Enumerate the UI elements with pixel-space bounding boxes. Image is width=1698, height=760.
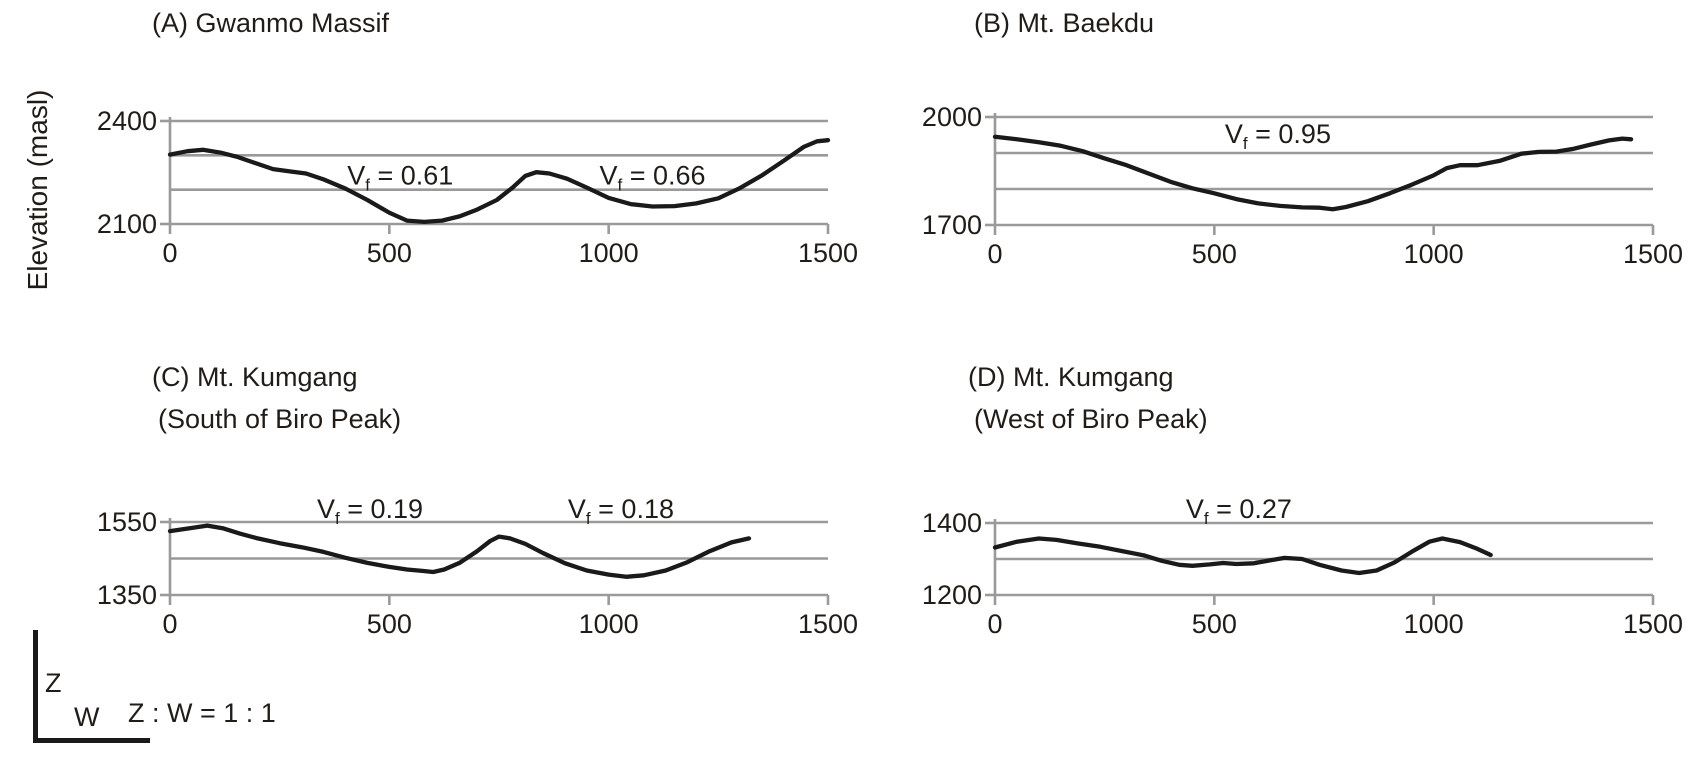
elevation-axis-label: Elevation (masl) [22,89,53,291]
chart-c-y-tick-label-1550: 1550 [97,507,157,537]
chart-d-x-tick-label-1500: 1500 [1623,609,1683,639]
chart-a-title: (A) Gwanmo Massif [152,8,390,38]
chart-b-y-tick-label-2000: 2000 [922,102,982,132]
chart-b-y-tick-label-1700: 1700 [922,210,982,240]
chart-c-x-tick-label-500: 500 [367,609,412,639]
chart-c-x-tick-label-1500: 1500 [798,609,858,639]
chart-a-y-tick-label-2100: 2100 [97,209,157,239]
chart-c-profile-curve [167,523,752,579]
scale-ratio-text: Z : W = 1 : 1 [128,698,276,728]
chart-d-subtitle: (West of Biro Peak) [974,404,1208,434]
chart-b-title: (B) Mt. Baekdu [974,8,1155,38]
chart-d-y-tick-label-1200: 1200 [922,580,982,610]
chart-c-subtitle: (South of Biro Peak) [158,404,402,434]
chart-c-vf-label-2: Vf = 0.18 [568,494,674,528]
chart-b-vf-label-1: Vf = 0.95 [1225,119,1331,153]
chart-d-vf-label-1: Vf = 0.27 [1186,494,1292,528]
chart-a-vf-label-1: Vf = 0.61 [347,161,453,195]
chart-c-vf-label-1: Vf = 0.19 [317,494,423,528]
chart-a-profile-curve [167,138,831,225]
chart-d-y-tick-label-1400: 1400 [922,508,982,538]
scale-axes-icon [33,630,150,743]
scale-z-label: Z [45,668,62,698]
chart-a-x-tick-label-1000: 1000 [579,238,639,268]
chart-d-profile-curve [992,536,1493,576]
chart-b-x-tick-label-1000: 1000 [1404,239,1464,269]
chart-d-x-tick-label-500: 500 [1192,609,1237,639]
chart-b-x-tick-label-500: 500 [1192,239,1237,269]
chart-b-x-tick-label-1500: 1500 [1623,239,1683,269]
chart-d-title: (D) Mt. Kumgang [968,362,1174,392]
scale-w-label: W [74,702,100,732]
chart-a-x-tick-label-0: 0 [162,238,177,268]
chart-a-x-tick-label-1500: 1500 [798,238,858,268]
chart-b-x-tick-label-0: 0 [987,239,1002,269]
chart-c-x-tick-label-1000: 1000 [579,609,639,639]
chart-c-x-tick-label-0: 0 [162,609,177,639]
chart-d-x-tick-label-0: 0 [987,609,1002,639]
chart-d-x-tick-label-1000: 1000 [1404,609,1464,639]
chart-a-x-tick-label-500: 500 [367,238,412,268]
chart-a-y-tick-label-2400: 2400 [97,106,157,136]
chart-c-title: (C) Mt. Kumgang [152,362,358,392]
chart-b-profile-curve [992,134,1634,212]
chart-c-y-tick-label-1350: 1350 [97,580,157,610]
chart-a-vf-label-2: Vf = 0.66 [599,161,705,195]
